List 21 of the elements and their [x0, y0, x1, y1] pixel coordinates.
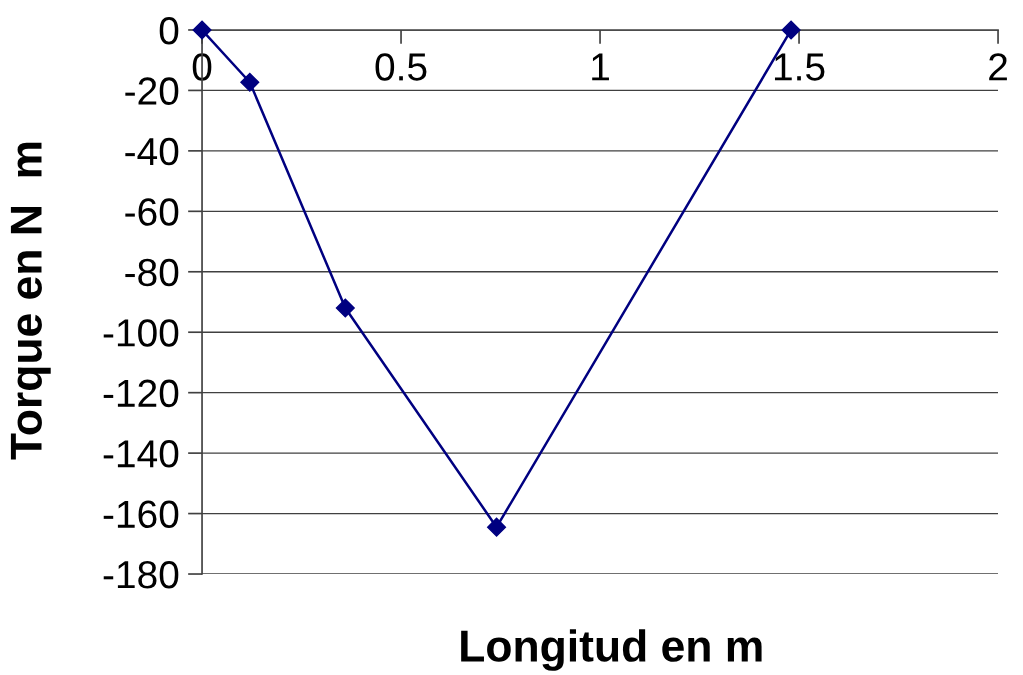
x-tick-label: 0.5 — [375, 53, 427, 81]
y-tick-label: 0 — [159, 16, 179, 45]
point — [192, 20, 212, 40]
y-tick-label: -140 — [103, 440, 179, 468]
point — [781, 20, 801, 40]
y-tick-label: -80 — [125, 258, 179, 287]
point — [487, 517, 507, 537]
y-tick-label: -180 — [103, 560, 179, 589]
y-tick-label: -160 — [103, 500, 179, 529]
point — [240, 72, 260, 92]
x-axis-title: Longitud en m — [461, 629, 762, 671]
y-tick-label: -40 — [125, 137, 179, 166]
y-axis-title: Torque en N m — [10, 142, 51, 460]
x-tick-label: 2 — [989, 53, 1007, 81]
x-tick-label: 1 — [592, 53, 609, 81]
y-tick-label: -120 — [103, 379, 179, 408]
y-tick-label: -100 — [103, 319, 179, 347]
y-tick-label: -20 — [125, 77, 179, 105]
x-tick-label: 1.5 — [774, 53, 825, 81]
point — [335, 298, 355, 318]
y-tick-label: -60 — [125, 198, 179, 226]
